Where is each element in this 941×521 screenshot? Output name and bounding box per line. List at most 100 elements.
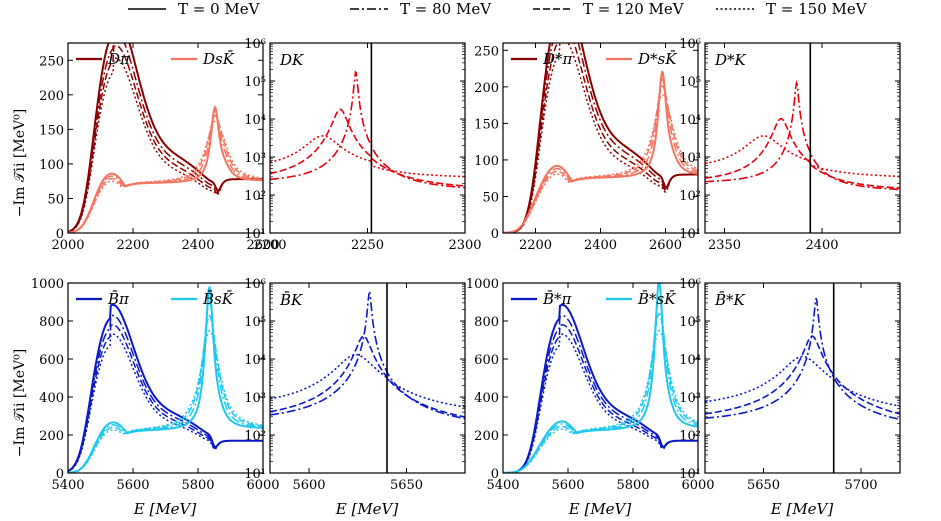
plot-area (270, 70, 465, 189)
series-line-1-dashed (68, 44, 263, 233)
x-tick-label: 5400 (51, 478, 84, 493)
x-tick-label: 2600 (649, 238, 682, 253)
series-line-2-dashdot (503, 78, 698, 233)
x-tick-label: 5600 (551, 478, 584, 493)
x-tick-label: 5400 (486, 478, 519, 493)
series-line-dotted (270, 135, 465, 178)
x-tick-label: 2200 (519, 238, 552, 253)
x-axis-label-4: E [MeV] (770, 500, 834, 518)
plot-area (503, 43, 698, 233)
y-tick-label: 150 (474, 117, 499, 132)
y-tick-label: 800 (39, 315, 64, 330)
x-tick-label: 2600 (246, 238, 279, 253)
series-line-2-dotted (503, 94, 698, 233)
y-tick-label: 200 (474, 429, 499, 444)
y-tick-label: 10¹ (679, 467, 701, 482)
series-line-2-dashdot (68, 299, 263, 473)
panel-label: D*K (714, 51, 747, 69)
legend-item-2: T = 80 MeV (350, 0, 492, 18)
y-tick-label: 10¹ (244, 467, 266, 482)
y-tick-label: 10⁴ (679, 113, 701, 128)
series-line-2-dashed (68, 314, 263, 473)
series-line-1-dotted (68, 333, 263, 473)
x-tick-label: 6000 (681, 478, 714, 493)
y-axis-label-1: −Im 𝒯ii [MeV⁰] (12, 109, 28, 217)
legend-item-1: T = 0 MeV (128, 0, 261, 18)
series-line-2-dotted (68, 120, 263, 233)
series-line-dashed (270, 108, 465, 187)
series-line-1-dashdot (68, 314, 263, 472)
chart-panel-1: 2000 2200 2400 2600 0 50 100 150 200 250 Dπ DsK̄ (39, 42, 280, 253)
x-axis-label-2: E [MeV] (335, 500, 399, 518)
y-tick-label: 10² (679, 189, 701, 204)
chart-panel-4: 2350 2400 10¹ 10² 10³ 10⁴ 10⁵ 10⁶ D*K (679, 37, 901, 253)
y-tick-label: 600 (474, 353, 499, 368)
y-tick-label: 10² (244, 189, 266, 204)
y-tick-label: 600 (39, 353, 64, 368)
y-tick-label: 10⁶ (679, 37, 701, 52)
series-line-dotted (705, 135, 900, 178)
y-tick-label: 400 (474, 391, 499, 406)
y-tick-label: 800 (474, 315, 499, 330)
y-tick-label: 10⁶ (679, 277, 701, 292)
panel-legend-label: D*sK̄ (637, 50, 677, 68)
series-line-dotted (270, 353, 465, 408)
panel-frame (269, 282, 466, 474)
panel-label: B̄*K (714, 291, 746, 309)
y-tick-label: 50 (47, 192, 64, 207)
legend-item-4: T = 150 MeV (716, 0, 868, 18)
series-line-dashed (705, 335, 900, 415)
x-axis-label-1: E [MeV] (133, 500, 197, 518)
x-tick-label: 2400 (805, 238, 838, 253)
panel-frame (502, 42, 699, 234)
y-tick-label: 0 (491, 467, 499, 482)
plot-area (68, 43, 263, 233)
y-tick-label: 200 (39, 429, 64, 444)
y-tick-label: 100 (39, 158, 64, 173)
plot-area (503, 283, 698, 473)
y-tick-label: 10⁵ (244, 75, 266, 90)
y-tick-label: 10¹ (244, 227, 266, 242)
series-line-2-dashdot (68, 110, 263, 233)
series-line-dashdot (705, 298, 900, 421)
y-tick-label: 200 (474, 81, 499, 96)
x-tick-label: 2400 (584, 238, 617, 253)
panel-frame (704, 42, 901, 234)
chart-panel-5: 5400 5600 5800 6000 0 200 400 600 800 1000 B̄π B̄sK… (31, 277, 280, 493)
y-tick-label: 10⁶ (244, 277, 266, 292)
y-tick-label: 50 (482, 190, 499, 205)
panel-legend-label: B̄*π (542, 290, 573, 308)
panel-frame (269, 42, 466, 234)
panel-label: DK (279, 51, 304, 69)
chart-panel-6: 5600 5650 10¹ 10² 10³ 10⁴ 10⁵ 10⁶ B̄K (244, 277, 466, 493)
y-tick-label: 150 (39, 123, 64, 138)
x-tick-label: 2350 (708, 238, 741, 253)
panel-legend-label: DsK̄ (202, 50, 235, 68)
x-tick-label: 5650 (747, 478, 780, 493)
panel-legend-label: Dπ (107, 50, 131, 68)
y-tick-label: 10⁵ (244, 315, 266, 330)
series-line-2-dotted (68, 329, 263, 473)
y-tick-label: 250 (474, 44, 499, 59)
panel-legend-label: B̄π (107, 290, 130, 308)
legend-label: T = 120 MeV (583, 0, 685, 18)
series-line-1-dotted (503, 333, 698, 473)
panel-legend-label: B̄*sK̄ (637, 290, 676, 308)
y-tick-label: 0 (56, 467, 64, 482)
plot-area (705, 79, 900, 191)
panel-legend-label: D*π (542, 50, 574, 68)
series-line-dashed (705, 117, 900, 189)
y-axis-label-2: −Im 𝒯ii [MeV⁰] (12, 349, 28, 457)
x-tick-label: 5600 (116, 478, 149, 493)
series-line-dashed (270, 335, 465, 418)
series-line-2-dashed (68, 114, 263, 233)
panel-label: B̄K (279, 291, 303, 309)
series-line-dashdot (270, 70, 465, 189)
y-tick-label: 10⁴ (679, 353, 701, 368)
panel-frame (502, 282, 699, 474)
legend-item-3: T = 120 MeV (533, 0, 685, 18)
y-tick-label: 10⁶ (244, 37, 266, 52)
x-tick-label: 6000 (246, 478, 279, 493)
plot-area (68, 286, 263, 473)
